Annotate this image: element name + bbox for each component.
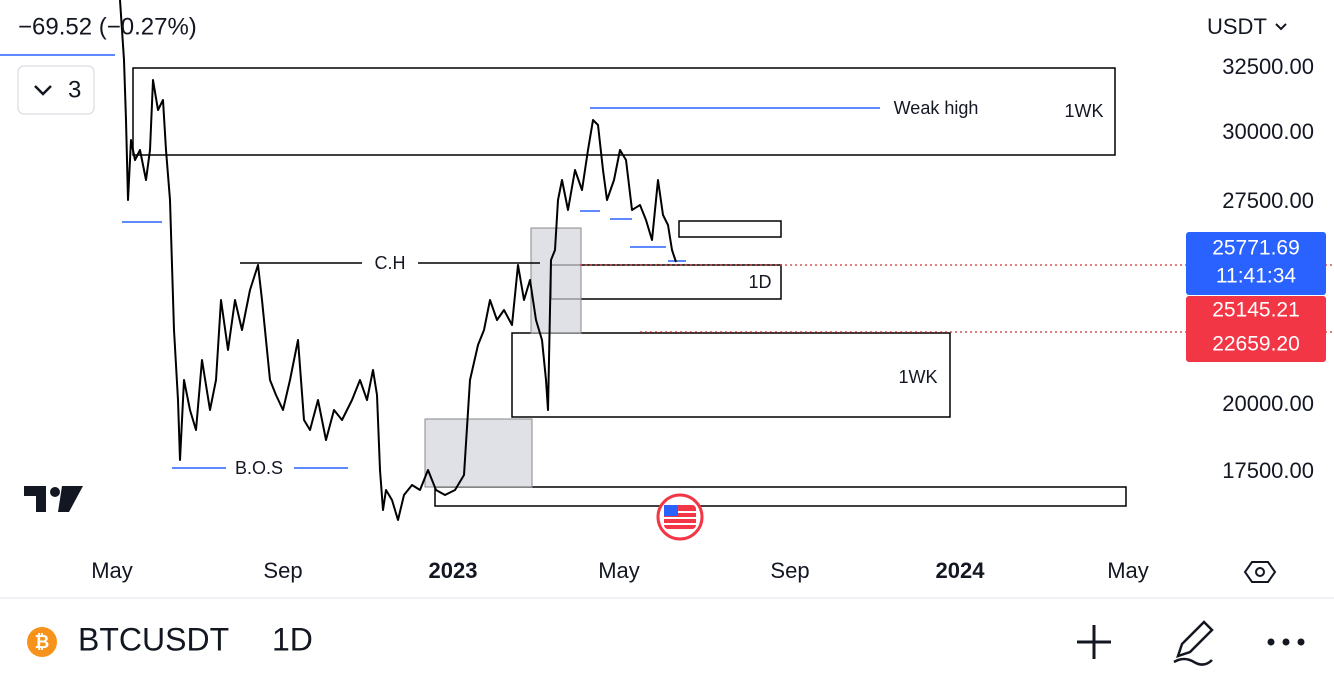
y-tick-label: 27500.00 <box>1222 188 1314 213</box>
layout-button[interactable] <box>17 65 95 115</box>
chevron <box>34 85 52 96</box>
dot <box>1297 638 1305 646</box>
y-tick-label: 30000.00 <box>1222 119 1314 144</box>
annotation: 1D <box>748 272 771 292</box>
annotation: B.O.S <box>235 458 283 478</box>
layout-count: 3 <box>68 76 81 103</box>
dot <box>1267 638 1275 646</box>
currency[interactable]: USDT <box>1207 14 1267 39</box>
y-axis: 32500.00 30000.00 27500.00 20000.00 17500.00 <box>1222 54 1314 483</box>
x-tick-label: 2023 <box>429 558 478 583</box>
x-tick-label: Sep <box>263 558 302 583</box>
y-tick-label: 32500.00 <box>1222 54 1314 79</box>
x-tick-label: Sep <box>770 558 809 583</box>
draw-button[interactable] <box>1173 620 1214 666</box>
more-button[interactable] <box>1267 638 1305 646</box>
y-tick-label: 17500.00 <box>1222 458 1314 483</box>
last-price: 25771.69 <box>1212 237 1300 260</box>
x-axis: May Sep 2023 May Sep 2024 May <box>91 558 1149 583</box>
zone <box>511 332 951 418</box>
zone <box>678 220 782 238</box>
chevron <box>1275 23 1287 31</box>
countdown: 11:41:34 <box>1216 265 1297 288</box>
change-text: −69.52 (−0.27%) <box>18 13 197 40</box>
settings-dot <box>1255 567 1265 577</box>
logo-part <box>50 487 60 497</box>
coin-glyph: ₿ <box>35 632 50 652</box>
coin-icon <box>27 627 57 657</box>
annotation: 1WK <box>898 367 937 387</box>
annotation: 1WK <box>1064 101 1103 121</box>
add-button[interactable] <box>1077 625 1111 659</box>
zones <box>132 67 1127 507</box>
x-tick-label: 2024 <box>936 558 986 583</box>
x-tick-label: May <box>598 558 640 583</box>
logo <box>24 486 83 512</box>
y-tick-label: 20000.00 <box>1222 391 1314 416</box>
x-tick-label: May <box>91 558 133 583</box>
price-path <box>119 0 677 521</box>
flag-canton <box>664 505 678 516</box>
settings-icon[interactable] <box>1243 561 1277 583</box>
symbol[interactable]: BTCUSDT <box>78 621 229 657</box>
levels <box>0 54 880 469</box>
annotation: Weak high <box>894 98 979 118</box>
gap-box <box>424 418 533 488</box>
last-price-tag <box>1186 232 1326 295</box>
interval[interactable]: 1D <box>272 621 313 657</box>
zone <box>434 486 1127 507</box>
logo-part <box>58 486 83 512</box>
level-price: 25145.21 <box>1212 299 1300 322</box>
price-lines <box>580 264 1334 333</box>
flag <box>664 505 696 529</box>
dot <box>1282 638 1290 646</box>
level-price: 22659.20 <box>1212 333 1300 356</box>
zone <box>550 264 782 300</box>
logo-part <box>24 486 46 512</box>
x-tick-label: May <box>1107 558 1149 583</box>
annotation: C.H <box>375 253 406 273</box>
level-tag <box>1186 296 1326 362</box>
